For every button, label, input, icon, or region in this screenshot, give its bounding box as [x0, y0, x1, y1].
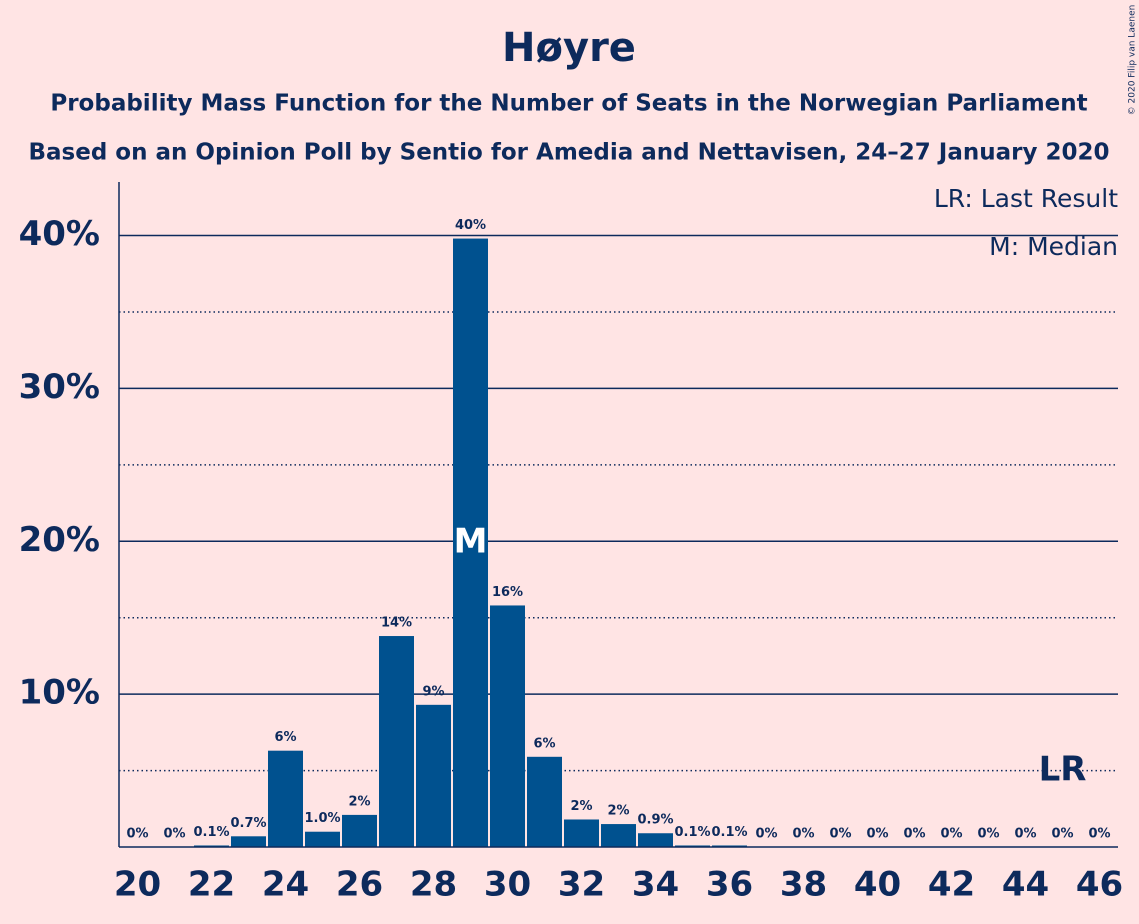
- bar: [564, 819, 599, 847]
- bar: [675, 845, 710, 847]
- bar: [601, 824, 636, 847]
- x-tick-label: 36: [706, 865, 753, 905]
- bar: [194, 845, 229, 847]
- x-tick-label: 28: [410, 865, 457, 905]
- value-label: 40%: [455, 218, 486, 233]
- bar: [712, 845, 747, 847]
- bar: [416, 704, 451, 847]
- chart-subtitle: Probability Mass Function for the Number…: [50, 91, 1087, 117]
- x-tick-label: 22: [188, 865, 235, 905]
- y-tick-label: 20%: [19, 520, 100, 560]
- value-label: 0%: [792, 827, 814, 842]
- value-label: 2%: [607, 804, 629, 819]
- value-label: 0%: [829, 827, 851, 842]
- value-label: 0.1%: [674, 825, 710, 840]
- last-result-marker: LR: [1039, 750, 1087, 790]
- legend-entry: M: Median: [989, 232, 1118, 261]
- bar: [379, 636, 414, 847]
- value-label: 9%: [422, 684, 444, 699]
- y-tick-label: 40%: [19, 214, 100, 254]
- x-tick-label: 34: [632, 865, 679, 905]
- bar: [527, 756, 562, 847]
- value-label: 0%: [755, 827, 777, 842]
- bar: [453, 238, 488, 847]
- copyright: © 2020 Filip van Laenen: [1128, 5, 1138, 116]
- chart-subtitle: Based on an Opinion Poll by Sentio for A…: [29, 140, 1110, 166]
- value-label: 0%: [126, 827, 148, 842]
- median-marker: M: [454, 521, 488, 561]
- value-label: 0.7%: [230, 816, 266, 831]
- value-label: 1.0%: [304, 811, 340, 826]
- chart-title: Høyre: [502, 25, 636, 71]
- bar: [305, 831, 340, 847]
- bar: [342, 814, 377, 847]
- value-label: 0%: [1051, 827, 1073, 842]
- value-label: 0.1%: [711, 825, 747, 840]
- value-label: 0.1%: [193, 825, 229, 840]
- value-label: 6%: [274, 730, 296, 745]
- x-tick-label: 44: [1002, 865, 1049, 905]
- value-label: 0%: [1014, 827, 1036, 842]
- value-label: 0%: [977, 827, 999, 842]
- x-tick-label: 46: [1076, 865, 1123, 905]
- x-tick-label: 30: [484, 865, 531, 905]
- value-label: 0%: [1088, 827, 1110, 842]
- value-label: 16%: [492, 585, 523, 600]
- value-label: 6%: [533, 736, 555, 751]
- value-label: 14%: [381, 616, 412, 631]
- value-label: 0%: [940, 827, 962, 842]
- y-tick-label: 10%: [19, 673, 100, 713]
- x-tick-label: 24: [262, 865, 309, 905]
- bar: [231, 836, 266, 847]
- value-label: 0.9%: [637, 813, 673, 828]
- x-tick-label: 32: [558, 865, 605, 905]
- value-label: 0%: [903, 827, 925, 842]
- bar: [490, 605, 525, 847]
- x-tick-label: 38: [780, 865, 827, 905]
- x-tick-label: 26: [336, 865, 383, 905]
- legend-entry: LR: Last Result: [934, 184, 1118, 213]
- value-label: 0%: [163, 827, 185, 842]
- y-tick-label: 30%: [19, 367, 100, 407]
- value-label: 2%: [348, 794, 370, 809]
- x-tick-label: 40: [854, 865, 901, 905]
- value-label: 0%: [866, 827, 888, 842]
- bar: [268, 750, 303, 847]
- x-tick-label: 42: [928, 865, 975, 905]
- value-label: 2%: [570, 799, 592, 814]
- bar: [638, 833, 673, 847]
- x-tick-label: 20: [114, 865, 161, 905]
